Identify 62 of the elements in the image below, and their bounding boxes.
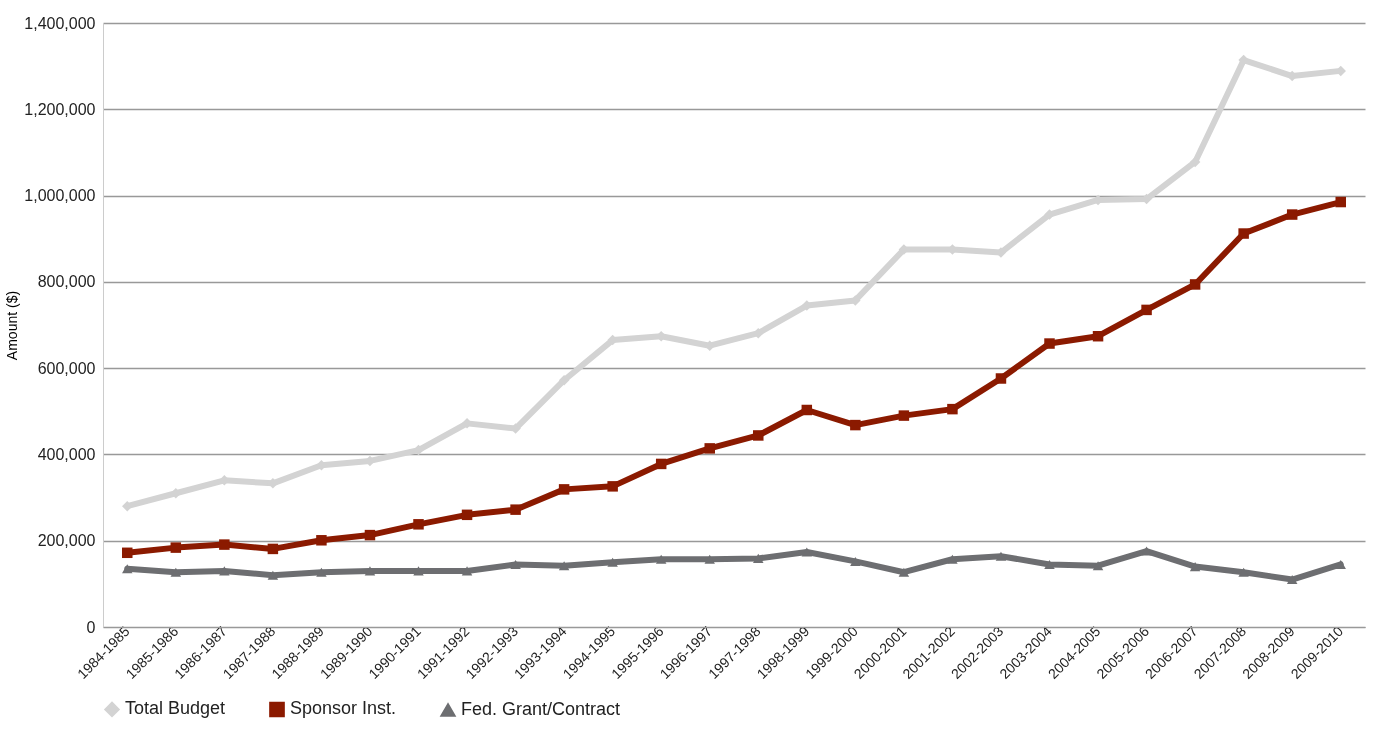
point — [655, 554, 667, 564]
point — [510, 559, 521, 569]
point — [1141, 546, 1152, 556]
point — [558, 374, 570, 386]
point — [267, 543, 279, 555]
point — [219, 539, 230, 550]
point — [461, 566, 473, 576]
point — [1286, 575, 1298, 585]
legend-label: Sponsor Inst. — [290, 698, 397, 719]
point — [461, 509, 473, 521]
point — [753, 553, 764, 563]
point — [510, 504, 521, 515]
point — [122, 564, 133, 574]
point — [1238, 567, 1249, 577]
point — [1044, 559, 1055, 569]
point — [898, 567, 910, 577]
y-axis-title: Amount ($) — [4, 290, 21, 361]
point — [364, 529, 376, 541]
point — [1189, 562, 1201, 572]
point — [850, 419, 861, 431]
y-tick-label: 1,400,000 — [24, 14, 96, 32]
point — [898, 410, 910, 421]
point — [316, 535, 327, 546]
point — [1286, 209, 1298, 220]
point — [558, 484, 570, 495]
point — [995, 373, 1007, 384]
point — [1189, 279, 1201, 290]
point — [170, 567, 182, 577]
point — [1238, 228, 1249, 239]
point — [607, 557, 618, 567]
point — [1335, 196, 1346, 208]
y-tick-label: 400,000 — [37, 445, 96, 463]
point — [1044, 338, 1055, 349]
point — [413, 566, 424, 576]
point — [1141, 304, 1152, 316]
point — [801, 404, 813, 416]
point — [1335, 559, 1346, 569]
point — [122, 547, 133, 559]
legend-label: Fed. Grant/Contract — [461, 698, 621, 719]
y-tick-label: 1,200,000 — [24, 100, 96, 118]
point — [704, 554, 715, 564]
point — [1092, 330, 1104, 342]
y-tick-label: 800,000 — [37, 273, 96, 291]
point — [316, 567, 327, 577]
point — [704, 443, 715, 454]
point — [947, 554, 958, 564]
point — [364, 566, 376, 576]
point — [753, 430, 764, 441]
y-tick-label: 200,000 — [37, 532, 96, 550]
point — [995, 551, 1007, 561]
point — [558, 561, 570, 571]
point — [607, 481, 618, 492]
point — [413, 519, 424, 530]
point — [655, 458, 667, 470]
y-tick-label: 1,000,000 — [24, 187, 96, 205]
point — [267, 570, 279, 580]
point — [170, 542, 182, 553]
y-tick-label: 600,000 — [37, 359, 96, 377]
point — [947, 403, 958, 415]
point — [1092, 561, 1104, 571]
legend-label: Total Budget — [125, 698, 226, 719]
point — [850, 556, 861, 566]
